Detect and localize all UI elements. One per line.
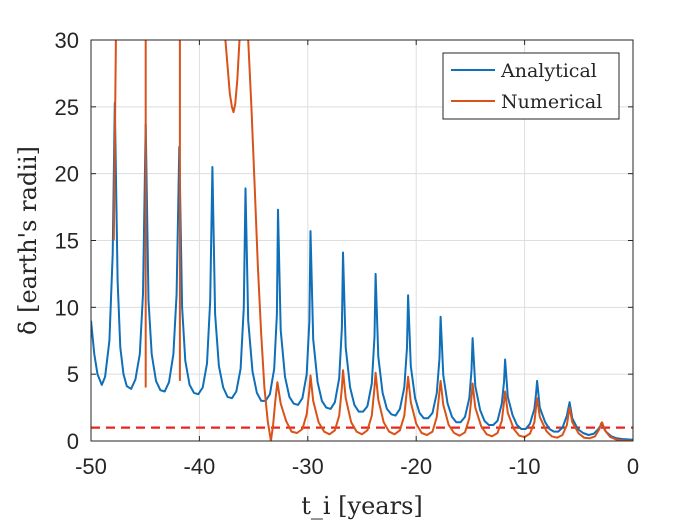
x-tick-label: -10 [509,454,541,479]
y-tick-label: 5 [67,362,79,387]
x-tick-label: -40 [184,454,216,479]
x-tick-label: 0 [627,454,639,479]
y-tick-label: 20 [55,162,79,187]
x-tick-label: -20 [400,454,432,479]
legend-label: Numerical [501,91,602,113]
y-tick-label: 25 [55,95,79,120]
y-tick-label: 15 [55,229,79,254]
y-axis-ticks: 0 5 10 15 20 25 30 [55,28,633,454]
x-axis-label: t_i [years] [301,492,423,520]
legend: Analytical Numerical [442,52,620,120]
legend-label: Analytical [500,60,597,82]
series-line-numerical [112,40,633,441]
x-tick-label: -30 [292,454,324,479]
x-tick-label: -50 [75,454,107,479]
series-layer [91,40,633,441]
y-tick-label: 0 [67,429,79,454]
legend-box [442,52,620,120]
y-tick-label: 30 [55,28,79,53]
y-tick-label: 10 [55,295,79,320]
y-axis-label: δ [earth's radii] [14,146,42,335]
x-axis-ticks: -50 -40 -30 -20 -10 0 [75,40,639,479]
series-line-analytical [91,101,633,441]
